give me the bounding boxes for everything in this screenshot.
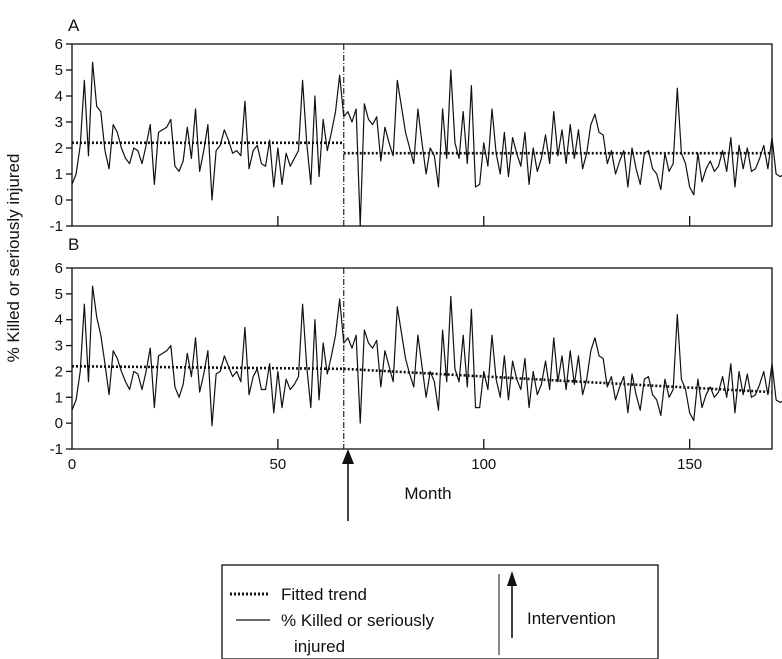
y-tick-label-b: 3 xyxy=(55,338,63,355)
intervention-arrow xyxy=(342,449,354,521)
legend-intervention-arrowhead xyxy=(507,571,517,586)
x-tick-label-b: 0 xyxy=(68,456,76,473)
y-tick-label-a: 3 xyxy=(55,114,63,131)
panel-b: B -1 0 1 2 3 4 5 6 0 50 100 150 xyxy=(50,235,782,473)
fitted-trend-line-b-2 xyxy=(343,367,773,394)
y-axis-title: % Killed or seriously injured xyxy=(4,154,23,363)
y-tick-label-a: 5 xyxy=(55,62,63,79)
y-tick-label-b: 4 xyxy=(55,312,63,329)
legend-fitted-trend-label: Fitted trend xyxy=(281,585,367,604)
panel-b-frame xyxy=(71,267,773,450)
y-tick-label-a: -1 xyxy=(50,218,63,235)
y-tick-label-a: 6 xyxy=(55,36,63,53)
legend-intervention-label: Intervention xyxy=(527,609,616,628)
panel-b-label: B xyxy=(68,235,79,254)
y-tick-label-b: 1 xyxy=(55,389,63,406)
y-tick-label-b: 2 xyxy=(55,363,63,380)
legend-box xyxy=(221,564,659,659)
x-axis-title: Month xyxy=(404,484,451,503)
y-tick-label-a: 0 xyxy=(55,192,63,209)
legend: Fitted trend % Killed or seriously injur… xyxy=(221,564,659,659)
legend-series-label-line1: % Killed or seriously xyxy=(281,611,435,630)
fitted-trend-line-b-1 xyxy=(71,364,344,371)
x-tick-label-b: 100 xyxy=(471,456,496,473)
y-tick-label-a: 4 xyxy=(55,88,63,105)
y-tick-label-b: 5 xyxy=(55,286,63,303)
observed-series-line-a xyxy=(71,61,782,227)
y-tick-label-a: 1 xyxy=(55,166,63,183)
panel-a-label: A xyxy=(68,16,80,35)
y-tick-label-b: -1 xyxy=(50,441,63,458)
panel-a: A -1 0 1 2 3 4 5 6 xyxy=(50,16,782,235)
panel-a-frame xyxy=(71,43,773,227)
observed-series-line-b xyxy=(71,285,782,427)
y-tick-label-b: 6 xyxy=(55,260,63,277)
y-tick-label-a: 2 xyxy=(55,140,63,157)
legend-series-label-line2: injured xyxy=(294,637,345,656)
x-tick-label-b: 150 xyxy=(677,456,702,473)
y-tick-label-b: 0 xyxy=(55,415,63,432)
x-tick-label-b: 50 xyxy=(270,456,287,473)
